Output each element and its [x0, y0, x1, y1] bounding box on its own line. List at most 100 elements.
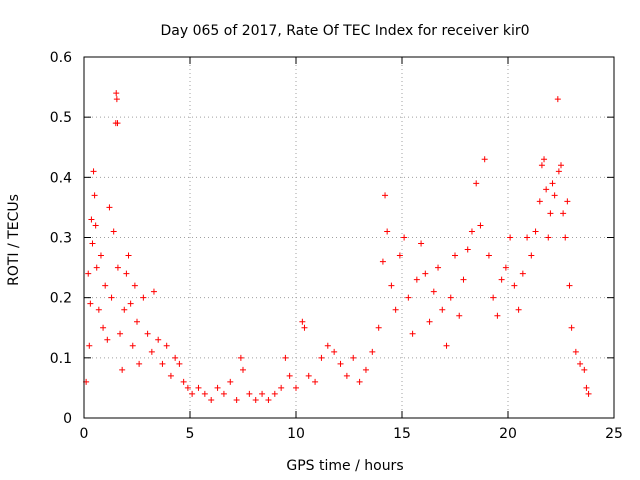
- x-tick-label: 20: [499, 426, 517, 442]
- data-point: [439, 306, 446, 313]
- data-point: [562, 234, 569, 241]
- data-point: [554, 96, 561, 103]
- data-point: [301, 324, 308, 331]
- data-point: [87, 300, 94, 307]
- data-point: [555, 168, 562, 175]
- data-point: [131, 282, 138, 289]
- data-point: [114, 120, 121, 127]
- data-point: [237, 354, 244, 361]
- data-point: [88, 216, 95, 223]
- data-point: [460, 276, 467, 283]
- x-axis-label: GPS time / hours: [286, 458, 403, 474]
- data-point: [246, 390, 253, 397]
- data-point: [577, 360, 584, 367]
- data-point: [536, 198, 543, 205]
- y-tick-label: 0.6: [50, 50, 72, 66]
- data-point: [519, 270, 526, 277]
- data-point: [278, 384, 285, 391]
- data-point: [252, 396, 259, 403]
- x-tick-label: 15: [393, 426, 411, 442]
- y-tick-label: 0.5: [50, 110, 72, 126]
- data-point: [125, 252, 132, 259]
- data-point: [468, 228, 475, 235]
- data-point: [585, 390, 592, 397]
- data-point: [113, 96, 120, 103]
- data-point: [511, 282, 518, 289]
- y-tick-label: 0: [63, 411, 72, 427]
- data-point: [547, 210, 554, 217]
- data-point: [375, 324, 382, 331]
- data-points: [83, 90, 592, 403]
- data-point: [148, 348, 155, 355]
- data-point: [140, 294, 147, 301]
- data-point: [464, 246, 471, 253]
- data-point: [150, 288, 157, 295]
- data-point: [388, 282, 395, 289]
- data-point: [337, 360, 344, 367]
- data-point: [312, 378, 319, 385]
- data-point: [110, 228, 117, 235]
- data-point: [271, 390, 278, 397]
- data-point: [108, 294, 115, 301]
- x-axis-ticks: 0 5 10 15 20 25: [80, 57, 623, 442]
- data-point: [405, 294, 412, 301]
- y-axis-label: ROTI / TECUs: [6, 194, 22, 286]
- data-point: [121, 306, 128, 313]
- data-point: [477, 222, 484, 229]
- data-point: [97, 252, 104, 259]
- data-point: [113, 90, 120, 97]
- chart-title: Day 065 of 2017, Rate Of TEC Index for r…: [160, 23, 529, 39]
- data-point: [560, 210, 567, 217]
- data-point: [86, 342, 93, 349]
- data-point: [538, 162, 545, 169]
- data-point: [379, 258, 386, 265]
- data-point: [172, 354, 179, 361]
- data-point: [89, 240, 96, 247]
- data-point: [543, 186, 550, 193]
- data-point: [430, 288, 437, 295]
- data-point: [195, 384, 202, 391]
- data-point: [443, 342, 450, 349]
- data-point: [507, 234, 514, 241]
- data-point: [123, 270, 130, 277]
- data-point: [456, 312, 463, 319]
- data-point: [90, 168, 97, 175]
- data-point: [208, 396, 215, 403]
- data-point: [566, 282, 573, 289]
- data-point: [136, 360, 143, 367]
- data-point: [100, 324, 107, 331]
- data-point: [447, 294, 454, 301]
- data-point: [545, 234, 552, 241]
- data-point: [422, 270, 429, 277]
- data-point: [95, 306, 102, 313]
- x-tick-label: 0: [80, 426, 89, 442]
- data-point: [435, 264, 442, 271]
- data-point: [159, 360, 166, 367]
- data-point: [324, 342, 331, 349]
- data-point: [568, 324, 575, 331]
- data-point: [293, 384, 299, 391]
- data-point: [558, 162, 564, 169]
- data-point: [91, 192, 98, 199]
- data-point: [106, 204, 113, 211]
- data-point: [401, 234, 408, 241]
- data-point: [305, 372, 312, 379]
- data-point: [502, 264, 509, 271]
- data-point: [382, 192, 389, 199]
- data-point: [473, 180, 480, 187]
- data-point: [541, 156, 548, 163]
- data-point: [176, 360, 183, 367]
- data-point: [114, 264, 121, 271]
- data-point: [498, 276, 505, 283]
- y-axis-ticks: 0 0.1 0.2 0.3 0.4 0.5 0.6: [50, 50, 614, 427]
- data-point: [481, 156, 488, 163]
- data-point: [362, 366, 369, 373]
- data-point: [515, 306, 522, 313]
- data-point: [180, 378, 187, 385]
- x-tick-label: 5: [186, 426, 195, 442]
- data-point: [331, 348, 338, 355]
- data-point: [163, 342, 170, 349]
- data-point: [581, 366, 588, 373]
- data-point: [343, 372, 350, 379]
